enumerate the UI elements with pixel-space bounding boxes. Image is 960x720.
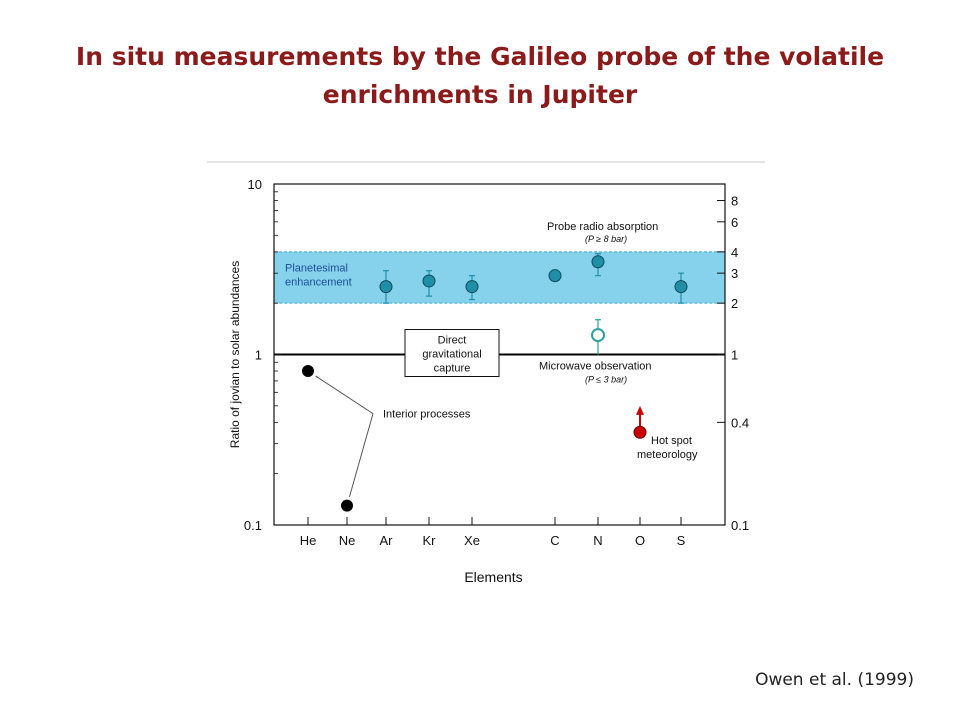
probe-point-s	[674, 280, 688, 294]
interior-point-he	[302, 365, 314, 378]
x-tick-label: Ar	[380, 533, 394, 548]
x-tick-label: O	[635, 533, 645, 548]
right-tick-label: 8	[731, 194, 738, 209]
slide-title: In situ measurements by the Galileo prob…	[60, 38, 900, 114]
data-marks	[302, 253, 688, 512]
probe-point-xe	[465, 280, 479, 294]
interior-pointer-line	[315, 375, 374, 415]
probe-point-n	[591, 255, 605, 269]
x-tick-label: C	[550, 533, 559, 548]
right-tick-label: 4	[731, 245, 738, 260]
x-tick-label: He	[300, 533, 317, 548]
x-tick-label: S	[677, 533, 686, 548]
interior-processes-label: Interior processes	[383, 409, 471, 421]
band-label-line-1: Planetesimal	[285, 263, 348, 275]
y-axis-title: Ratio of jovian to solar abundances	[228, 261, 242, 448]
probe-label-line-1: Probe radio absorption	[547, 221, 658, 233]
microwave-label-line-2: (P ≤ 3 bar)	[585, 375, 627, 385]
right-tick-label: 6	[731, 215, 738, 230]
planetesimal-band	[273, 251, 726, 304]
microwave-point-n	[591, 328, 605, 343]
left-tick-label: 1	[255, 348, 262, 363]
right-tick-label: 2	[731, 296, 738, 311]
probe-point-c	[548, 269, 562, 283]
probe-point-ar	[379, 280, 393, 294]
probe-point-kr	[422, 274, 436, 288]
microwave-label-line-1: Microwave observation	[539, 361, 652, 373]
slide-title-line-1: In situ measurements by the Galileo prob…	[75, 42, 885, 71]
probe-label-line-2: (P ≥ 8 bar)	[585, 234, 627, 244]
x-axis-title: Elements	[464, 569, 522, 585]
left-axis: 0.1 1 10	[244, 177, 281, 533]
x-tick-label: Kr	[423, 533, 437, 548]
hotspot-label-line-1: Hot spot	[651, 435, 692, 447]
x-tick-label: Xe	[464, 533, 480, 548]
direct-capture-label-line-1: Direct	[438, 335, 467, 347]
x-tick-label: N	[593, 533, 602, 548]
right-tick-label: 0.1	[731, 518, 749, 533]
citation: Owen et al. (1999)	[755, 670, 914, 690]
right-tick-label: 1	[731, 348, 738, 363]
abundance-chart: 0.1 1 10 8 6 4 3 2 1 0.4 0.1 He Ne Ar Kr Xe C N O S Plane…	[207, 158, 767, 598]
interior-point-ne	[341, 499, 353, 512]
slide-title-line-2: enrichments in Jupiter	[322, 80, 638, 109]
x-tick-label: Ne	[339, 533, 356, 548]
direct-capture-label-line-3: capture	[434, 363, 471, 375]
hotspot-label-line-2: meteorology	[637, 449, 698, 461]
direct-capture-label-line-2: gravitational	[422, 349, 481, 361]
left-tick-label: 0.1	[244, 518, 262, 533]
right-tick-label: 3	[731, 266, 738, 281]
x-axis: He Ne Ar Kr Xe C N O S	[300, 517, 686, 548]
hotspot-arrow-head	[636, 405, 644, 415]
chart-background	[207, 158, 767, 598]
direct-capture-box	[404, 329, 500, 377]
band-label-line-2: enhancement	[285, 277, 352, 289]
interior-pointer-line	[348, 413, 374, 498]
right-tick-label: 0.4	[731, 415, 749, 430]
right-axis: 8 6 4 3 2 1 0.4 0.1	[717, 194, 749, 533]
left-tick-label: 10	[248, 177, 262, 192]
hotspot-point-o	[633, 425, 647, 439]
